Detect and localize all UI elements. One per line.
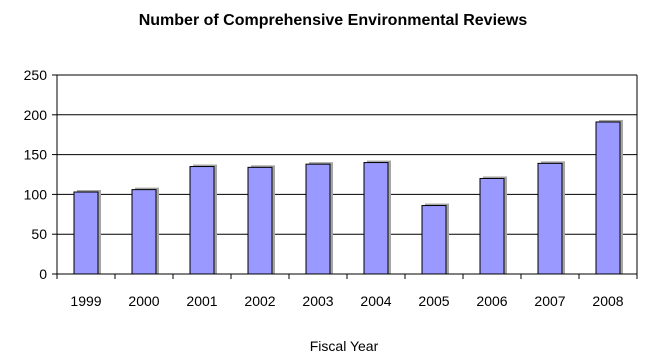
x-tick-label-2007: 2007 <box>534 293 565 309</box>
bars <box>73 119 623 275</box>
x-tick-label-2006: 2006 <box>476 293 507 309</box>
bar-2001 <box>189 166 215 275</box>
y-tick-label-200: 200 <box>24 107 48 123</box>
bar-2003 <box>305 163 331 275</box>
x-tick-label-2003: 2003 <box>302 293 333 309</box>
bar-1999 <box>73 191 99 275</box>
bar-2002 <box>247 166 273 275</box>
x-tick-label-2000: 2000 <box>128 293 159 309</box>
x-tick-label-2005: 2005 <box>418 293 449 309</box>
bar-2005 <box>421 205 447 275</box>
y-tick-label-50: 50 <box>31 226 47 242</box>
bar-2008 <box>595 121 621 275</box>
y-axis-ticks: 0 50 100 150 200 250 <box>24 67 57 282</box>
x-tick-label-2001: 2001 <box>186 293 217 309</box>
bar-2000 <box>131 189 157 275</box>
y-tick-label-0: 0 <box>39 266 47 282</box>
bar-2007 <box>537 162 563 275</box>
x-tick-label-2002: 2002 <box>244 293 275 309</box>
x-axis-ticks: 1999 2000 2001 2002 2003 2004 2005 2006 2007 2008 <box>56 274 638 309</box>
chart-title: Number of Comprehensive Environmental Re… <box>139 12 528 29</box>
y-tick-label-150: 150 <box>24 147 48 163</box>
bar-2004 <box>363 162 389 275</box>
y-tick-label-250: 250 <box>24 67 48 83</box>
x-tick-label-1999: 1999 <box>70 293 101 309</box>
x-axis-label: Fiscal Year <box>310 338 379 354</box>
x-tick-label-2004: 2004 <box>360 293 391 309</box>
y-tick-label-100: 100 <box>24 186 48 202</box>
x-tick-label-2008: 2008 <box>592 293 623 309</box>
bar-2006 <box>479 177 505 275</box>
